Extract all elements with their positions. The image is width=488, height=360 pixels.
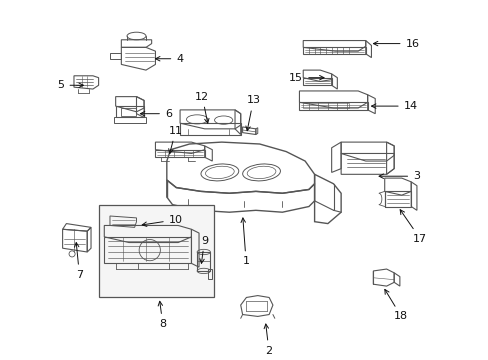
Text: 16: 16 — [373, 39, 419, 49]
Text: 6: 6 — [140, 109, 172, 119]
Text: 1: 1 — [241, 218, 249, 266]
Text: 5: 5 — [58, 80, 83, 90]
Text: 10: 10 — [142, 215, 183, 226]
Text: 4: 4 — [155, 54, 183, 64]
Bar — [99, 204, 214, 297]
Text: 13: 13 — [245, 95, 260, 131]
Bar — [303, 103, 348, 108]
Text: 11: 11 — [168, 126, 183, 153]
Text: 14: 14 — [371, 101, 417, 111]
Text: 15: 15 — [288, 73, 324, 83]
Text: 12: 12 — [195, 92, 209, 123]
Text: 7: 7 — [74, 243, 83, 280]
Text: 3: 3 — [378, 171, 419, 181]
Text: 8: 8 — [158, 301, 166, 329]
Text: 2: 2 — [264, 324, 272, 356]
Text: 18: 18 — [384, 289, 407, 321]
Text: 9: 9 — [200, 236, 207, 263]
Bar — [121, 108, 136, 116]
Text: 17: 17 — [399, 210, 427, 244]
